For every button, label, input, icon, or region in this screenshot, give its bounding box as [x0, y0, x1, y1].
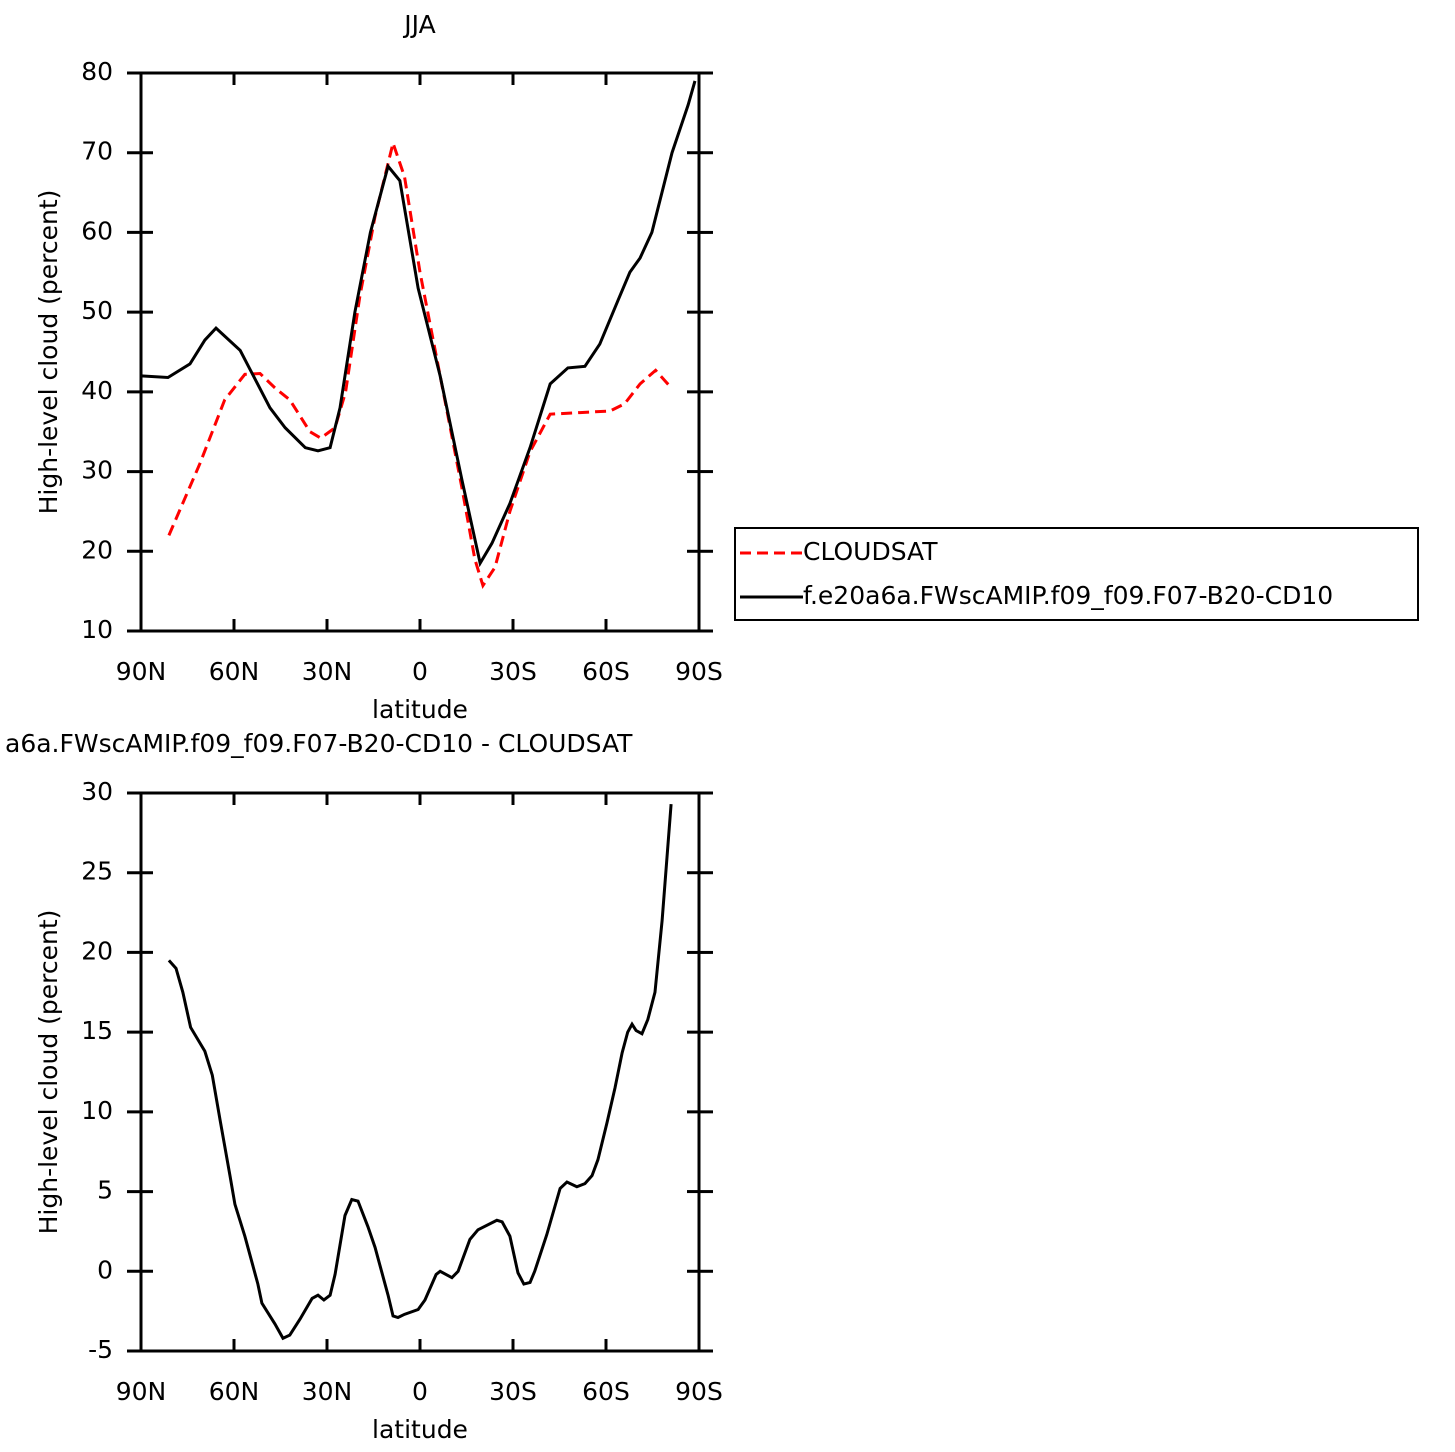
x-tick-label: 30N: [302, 657, 353, 686]
x-tick-label: 90S: [675, 657, 723, 686]
plot-frame: [139, 791, 701, 1353]
y-axis-label: High-level cloud (percent): [34, 190, 63, 515]
y-tick-label: 10: [81, 615, 113, 644]
legend-label: f.e20a6a.FWscAMIP.f09_f09.F07-B20-CD10: [803, 581, 1333, 610]
y-tick-label: 15: [81, 1016, 113, 1045]
y-tick-label: 40: [81, 376, 113, 405]
series-line: [167, 804, 673, 1341]
x-tick-label: 90N: [116, 657, 167, 686]
x-tick-label: 90S: [675, 1377, 723, 1406]
y-axis-label: High-level cloud (percent): [34, 910, 63, 1235]
x-tick-label: 60S: [582, 1377, 630, 1406]
y-tick-label: 60: [81, 216, 113, 245]
y-tick-label: 25: [81, 857, 113, 886]
legend-label: CLOUDSAT: [803, 537, 938, 566]
chart-title: JJA: [402, 10, 435, 39]
x-tick-label: 60N: [209, 657, 260, 686]
y-tick-label: 20: [81, 936, 113, 965]
x-tick-label: 0: [412, 1377, 428, 1406]
x-tick-label: 30N: [302, 1377, 353, 1406]
x-tick-label: 60N: [209, 1377, 260, 1406]
y-tick-label: 0: [97, 1255, 113, 1284]
x-axis-label: latitude: [372, 695, 468, 724]
series-line: [140, 80, 697, 568]
plot-frame: [139, 71, 701, 633]
y-tick-label: 10: [81, 1096, 113, 1125]
x-tick-label: 60S: [582, 657, 630, 686]
chart-title: a6a.FWscAMIP.f09_f09.F07-B20-CD10 - CLOU…: [5, 729, 633, 758]
legend-box: [734, 527, 1419, 621]
y-tick-label: 50: [81, 296, 113, 325]
series-line: [167, 137, 674, 590]
y-tick-label: 20: [81, 535, 113, 564]
y-tick-label: 30: [81, 456, 113, 485]
x-tick-label: 30S: [489, 657, 537, 686]
y-tick-label: 5: [97, 1176, 113, 1205]
y-tick-label: 70: [81, 137, 113, 166]
x-tick-label: 90N: [116, 1377, 167, 1406]
y-tick-label: -5: [88, 1335, 113, 1364]
x-tick-label: 0: [412, 657, 428, 686]
x-tick-label: 30S: [489, 1377, 537, 1406]
y-tick-label: 30: [81, 777, 113, 806]
x-axis-label: latitude: [372, 1415, 468, 1444]
y-tick-label: 80: [81, 57, 113, 86]
